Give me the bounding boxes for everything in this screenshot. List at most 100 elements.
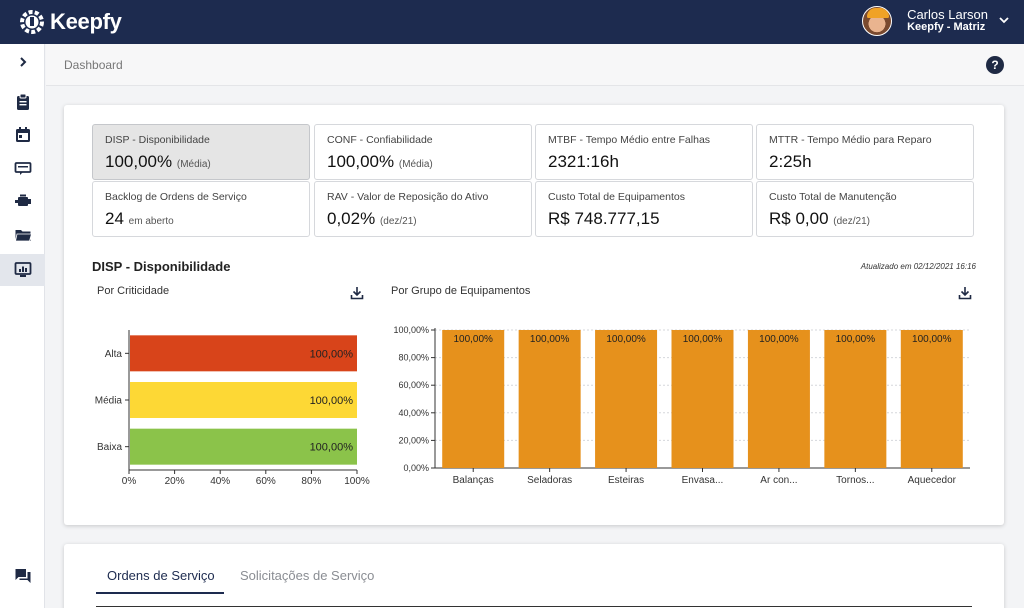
sidebar-item-tasks[interactable] [0,86,45,118]
app-logo[interactable]: Keepfy [18,8,122,36]
avatar [862,6,893,36]
kpi-label: Backlog de Ordens de Serviço [105,191,247,203]
data-label: 100,00% [606,334,646,345]
x-tick-label: 20% [165,476,185,487]
x-tick-label: 80% [301,476,321,487]
kpi-card-mtbf[interactable]: MTBF - Tempo Médio entre Falhas 2321:16h [535,124,753,180]
tab-ordens-de-servico[interactable]: Ordens de Serviço [107,568,215,583]
y-tick-label: Média [95,396,123,407]
monitor-chart-icon [14,262,31,277]
sidebar-item-dashboard[interactable] [0,254,45,286]
bar-0 [130,335,357,372]
data-label: 100,00% [453,334,493,345]
download-icon[interactable] [350,286,364,300]
bar-6 [900,330,963,468]
kpi-sub: (Média) [398,159,433,170]
help-icon[interactable]: ? [986,56,1004,74]
bar-2 [130,428,357,465]
kpi-card-backlog[interactable]: Backlog de Ordens de Serviço 24 em abert… [92,181,310,237]
bar-5 [824,330,887,468]
kpi-card-disp[interactable]: DISP - Disponibilidade 100,00% (Média) [92,124,310,180]
kpi-label: Custo Total de Manutenção [769,191,897,203]
updated-timestamp: Atualizado em 02/12/2021 16:16 [860,262,976,271]
x-tick-label: 60% [256,476,276,487]
data-label: 100,00% [310,348,354,360]
user-name: Carlos Larson [907,7,988,22]
x-tick-label: Balanças [453,475,494,486]
y-tick-label: Alta [105,349,123,360]
bar-1 [518,330,581,468]
kpi-sub: (dez/21) [833,216,870,227]
sidebar [0,44,45,608]
y-tick-label: 40,00% [398,408,429,418]
user-menu[interactable]: Carlos Larson Keepfy - Matriz [862,6,1009,36]
kpi-label: DISP - Disponibilidade [105,134,210,146]
kpi-sub: (Média) [176,159,211,170]
sidebar-item-chat[interactable] [0,560,45,592]
data-label: 100,00% [310,395,354,407]
kpi-card-conf[interactable]: CONF - Confiabilidade 100,00% (Média) [314,124,532,180]
tab-solicitacoes-de-servico[interactable]: Solicitações de Serviço [240,568,375,583]
engine-icon [14,194,31,206]
keepfy-logo-icon [20,10,44,34]
sidebar-item-files[interactable] [0,219,45,251]
y-tick-label: 0,00% [403,463,429,473]
download-icon[interactable] [958,286,972,300]
kpi-card-mttr[interactable]: MTTR - Tempo Médio para Reparo 2:25h [756,124,974,180]
data-label: 100,00% [530,334,570,345]
bar-4 [747,330,810,468]
kpi-value: R$ 0,00 [769,209,829,228]
sidebar-expand-button[interactable] [0,46,45,78]
section-title: DISP - Disponibilidade [92,259,231,274]
kpi-label: RAV - Valor de Reposição do Ativo [327,191,489,203]
breadcrumb: Dashboard [64,58,123,72]
kpi-value: 100,00% [105,152,173,171]
chart-por-criticidade: Alta 100,00% Média 100,00% Baixa 100,00% 0% 20%… [95,330,370,487]
x-tick-label: Aquecedor [908,475,957,486]
chart-por-grupo: 0,00% 20,00% 40,00% 60,00% 80,00% 100,00% 100,… [393,325,970,486]
kpi-label: MTBF - Tempo Médio entre Falhas [548,134,711,146]
kpi-card-custo-manutencao[interactable]: Custo Total de Manutenção R$ 0,00 (dez/2… [756,181,974,237]
divider [96,606,972,607]
kpi-label: Custo Total de Equipamentos [548,191,685,203]
kpi-value: R$ 748.777,15 [548,209,660,228]
kpi-sub: em aberto [128,216,174,227]
bar-1 [130,382,357,418]
sidebar-item-tickets[interactable] [0,152,45,184]
y-tick-label: 20,00% [398,435,429,445]
kpi-card-custo-equipamentos[interactable]: Custo Total de Equipamentos R$ 748.777,1… [535,181,753,237]
user-org: Keepfy - Matriz [907,21,986,33]
kpi-value: 2:25h [769,152,812,171]
y-tick-label: Baixa [97,442,122,453]
chart-title-criticidade: Por Criticidade [97,285,170,297]
x-tick-label: Seladoras [527,475,572,486]
x-tick-label: Envasa... [682,475,724,486]
x-tick-label: 100% [344,476,370,487]
breadcrumb-bar: Dashboard ? [46,44,1024,86]
x-tick-label: 0% [122,476,137,487]
orders-card: Ordens de Serviço Solicitações de Serviç… [64,544,1004,608]
data-label: 100,00% [912,334,952,345]
data-label: 100,00% [836,334,876,345]
kpi-value: 2321:16h [548,152,619,171]
folder-open-icon [14,230,32,242]
bar-2 [595,330,658,468]
y-tick-label: 100,00% [393,325,429,335]
y-tick-label: 80,00% [398,353,429,363]
kpi-sub: (dez/21) [379,216,417,227]
y-tick-label: 60,00% [398,380,429,390]
chevron-down-icon[interactable] [998,14,1010,26]
kpi-value: 24 [105,209,124,228]
clipboard-icon [16,93,29,110]
x-tick-label: Tornos... [836,475,874,486]
bar-3 [671,330,734,468]
sidebar-item-assets[interactable] [0,185,45,217]
chevron-right-icon [19,57,26,67]
chart-title-grupo: Por Grupo de Equipamentos [391,285,531,297]
kpi-label: MTTR - Tempo Médio para Reparo [769,134,932,146]
sidebar-item-calendar[interactable] [0,119,45,151]
kpi-value: 0,02% [327,209,376,228]
data-label: 100,00% [310,442,354,454]
app-name: Keepfy [50,9,122,34]
kpi-card-rav[interactable]: RAV - Valor de Reposição do Ativo 0,02% … [314,181,532,237]
